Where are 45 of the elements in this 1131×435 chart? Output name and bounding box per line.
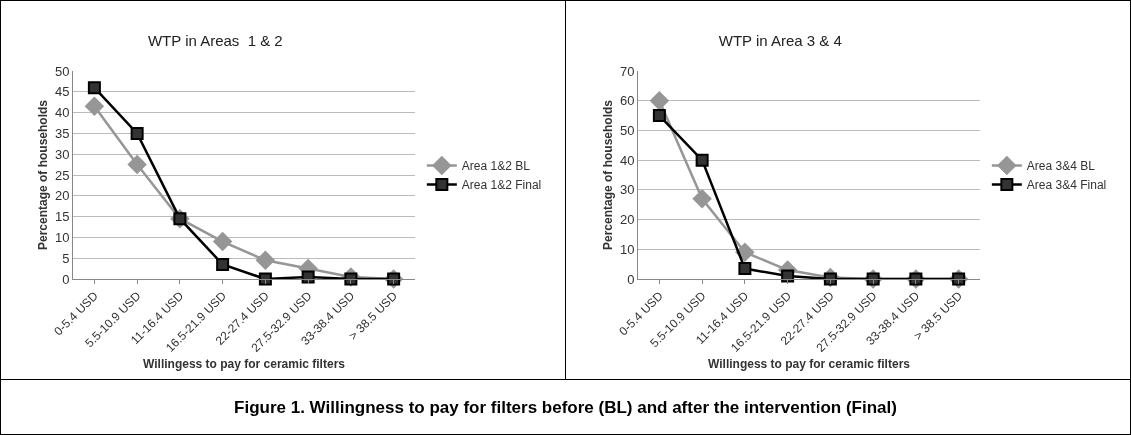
y-tick-label: 45 xyxy=(54,84,70,100)
y-axis-title: Percentage of households xyxy=(601,99,616,251)
point xyxy=(255,250,276,271)
y-tick-label: 0 xyxy=(62,271,70,287)
y-tick-label: 30 xyxy=(619,182,635,198)
point xyxy=(127,154,147,175)
y-axis-title: Percentage of households xyxy=(36,99,51,251)
y-tick-label: 5 xyxy=(62,250,70,266)
y-tick-label: 10 xyxy=(619,241,635,257)
y-tick-label: 20 xyxy=(619,212,635,228)
point xyxy=(216,257,230,271)
point xyxy=(692,189,712,209)
point xyxy=(695,153,709,167)
point xyxy=(649,90,670,111)
legend-label: Area 3&4 Final xyxy=(1026,178,1107,193)
y-tick-label: 15 xyxy=(54,209,70,225)
y-tick-label: 50 xyxy=(619,122,635,138)
y-tick-label: 35 xyxy=(54,125,70,141)
y-tick-label: 40 xyxy=(54,105,70,121)
y-tick-label: 60 xyxy=(619,93,635,109)
legend-label: Area 1&2 Final xyxy=(461,178,542,193)
caption: Figure 1. Willingness to pay for filters before (BL) and after the intervention (Final) xyxy=(1,379,1130,435)
point xyxy=(130,126,144,140)
x-axis-title: Willingess to pay for ceramic filters xyxy=(143,356,346,371)
y-tick-label: 50 xyxy=(54,63,70,79)
y-tick-label: 70 xyxy=(619,63,635,79)
chart-title: WTP in Area 3 & 4 xyxy=(718,31,842,49)
point xyxy=(781,269,795,283)
chart-title: WTP in Areas 1 & 2 xyxy=(147,31,283,49)
y-tick-label: 25 xyxy=(54,167,70,183)
x-axis-title: Willingess to pay for ceramic filters xyxy=(708,356,911,371)
point xyxy=(87,81,101,95)
y-tick-label: 30 xyxy=(54,146,70,162)
point xyxy=(652,109,666,123)
legend-label: Area 1&2 BL xyxy=(461,159,531,174)
point xyxy=(301,270,315,284)
point xyxy=(84,96,105,117)
point xyxy=(738,262,752,276)
point xyxy=(258,272,272,286)
y-tick-label: 20 xyxy=(54,188,70,204)
point xyxy=(212,231,233,252)
legend-label: Area 3&4 BL xyxy=(1026,159,1096,174)
y-tick-label: 10 xyxy=(54,229,70,245)
y-tick-label: 40 xyxy=(619,152,635,168)
y-tick-label: 0 xyxy=(627,271,635,287)
